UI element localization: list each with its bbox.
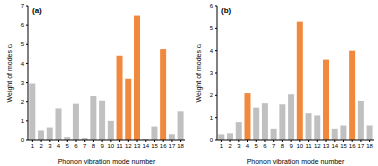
svg-text:16: 16 <box>349 143 356 149</box>
svg-text:Weight of modes cᵢ: Weight of modes cᵢ <box>195 44 203 103</box>
svg-text:10: 10 <box>297 143 304 149</box>
html-text:(b): (b) <box>221 6 232 15</box>
svg-text:14: 14 <box>142 143 149 149</box>
svg-text:8: 8 <box>281 143 285 149</box>
svg-text:5: 5 <box>255 143 259 149</box>
svg-text:10: 10 <box>108 143 115 149</box>
svg-text:5: 5 <box>66 143 70 149</box>
svg-text:13: 13 <box>323 143 330 149</box>
svg-text:1: 1 <box>31 143 35 149</box>
svg-text:1: 1 <box>220 143 224 149</box>
svg-text:15: 15 <box>151 143 158 149</box>
svg-text:14: 14 <box>331 143 338 149</box>
svg-text:11: 11 <box>305 143 312 149</box>
svg-text:3: 3 <box>210 70 214 76</box>
svg-text:4: 4 <box>57 143 61 149</box>
svg-text:9: 9 <box>289 143 293 149</box>
svg-text:3: 3 <box>237 143 241 149</box>
svg-text:5: 5 <box>210 25 214 31</box>
svg-text:6: 6 <box>263 143 267 149</box>
svg-text:4: 4 <box>246 143 250 149</box>
svg-text:7: 7 <box>83 143 87 149</box>
svg-text:6: 6 <box>210 3 214 9</box>
svg-text:13: 13 <box>134 143 141 149</box>
svg-text:18: 18 <box>366 143 370 149</box>
svg-text:12: 12 <box>125 143 132 149</box>
svg-text:2: 2 <box>210 92 214 98</box>
svg-text:0: 0 <box>210 137 214 143</box>
svg-text:6: 6 <box>21 22 25 28</box>
svg-text:5: 5 <box>21 41 25 47</box>
svg-text:4: 4 <box>21 61 25 67</box>
svg-text:3: 3 <box>48 143 52 149</box>
svg-text:7: 7 <box>21 3 25 9</box>
svg-text:2: 2 <box>21 99 25 105</box>
svg-text:1: 1 <box>210 115 214 121</box>
svg-text:Phonon vibration mode number: Phonon vibration mode number <box>247 158 345 165</box>
svg-text:0: 0 <box>21 137 25 143</box>
svg-text:Weight of modes cᵢ: Weight of modes cᵢ <box>8 44 14 103</box>
svg-text:11: 11 <box>116 143 123 149</box>
svg-text:17: 17 <box>169 143 176 149</box>
svg-text:9: 9 <box>100 143 104 149</box>
svg-text:17: 17 <box>358 143 365 149</box>
html-text:(a): (a) <box>32 6 42 15</box>
svg-text:Phonon vibration mode number: Phonon vibration mode number <box>58 158 156 165</box>
svg-text:8: 8 <box>92 143 96 149</box>
svg-text:18: 18 <box>177 143 184 149</box>
svg-text:4: 4 <box>210 48 214 54</box>
svg-text:2: 2 <box>228 143 232 149</box>
svg-text:2: 2 <box>39 143 43 149</box>
svg-text:7: 7 <box>272 143 276 149</box>
svg-text:1: 1 <box>21 118 25 124</box>
svg-text:3: 3 <box>21 80 25 86</box>
svg-text:16: 16 <box>160 143 167 149</box>
svg-text:15: 15 <box>340 143 347 149</box>
svg-text:6: 6 <box>74 143 78 149</box>
svg-text:12: 12 <box>314 143 321 149</box>
